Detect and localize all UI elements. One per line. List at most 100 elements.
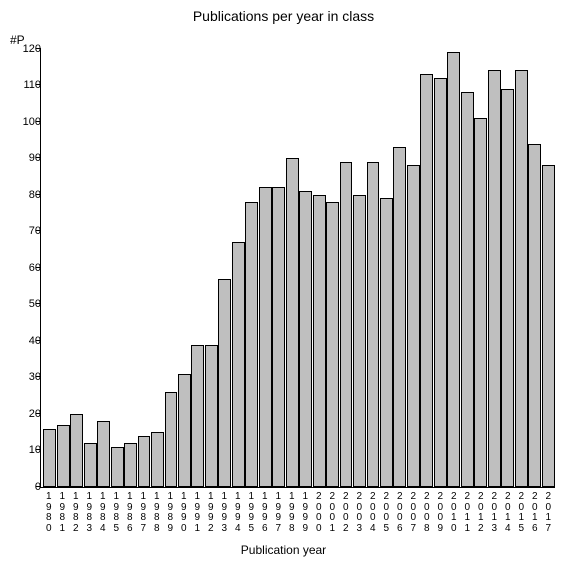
bar: [165, 392, 178, 487]
x-tick-label: 2005: [380, 492, 394, 534]
y-tick-mark: [36, 194, 41, 195]
bar: [124, 443, 137, 487]
bar: [232, 242, 245, 487]
x-tick-label: 1999: [299, 492, 313, 534]
bar: [326, 202, 339, 487]
y-tick-mark: [36, 157, 41, 158]
y-tick-label: 60: [11, 262, 41, 274]
y-tick-label: 90: [11, 152, 41, 164]
x-tick-label: 2010: [447, 492, 461, 534]
bars-group: [41, 48, 555, 487]
x-tick-label: 1984: [96, 492, 110, 534]
bar: [245, 202, 258, 487]
x-tick-label: 1987: [137, 492, 151, 534]
y-tick-label: 50: [11, 298, 41, 310]
y-tick-label: 10: [11, 444, 41, 456]
bar: [259, 187, 272, 487]
y-tick-mark: [36, 48, 41, 49]
bar: [367, 162, 380, 487]
x-tick-label: 2014: [501, 492, 515, 534]
x-tick-label: 2015: [515, 492, 529, 534]
bar: [353, 195, 366, 487]
chart-title: Publications per year in class: [0, 8, 567, 24]
x-tick-label: 1983: [83, 492, 97, 534]
bar: [178, 374, 191, 487]
x-tick-label: 2006: [393, 492, 407, 534]
bar: [43, 429, 56, 487]
y-tick-label: 70: [11, 225, 41, 237]
chart-container: Publications per year in class #P 010203…: [0, 0, 567, 567]
bar: [299, 191, 312, 487]
bar: [286, 158, 299, 487]
x-tick-label: 2002: [339, 492, 353, 534]
y-tick-mark: [36, 449, 41, 450]
bar: [340, 162, 353, 487]
x-tick-label: 2011: [461, 492, 475, 534]
x-tick-label: 1996: [258, 492, 272, 534]
x-tick-label: 1980: [42, 492, 56, 534]
bar: [461, 92, 474, 487]
y-tick-mark: [36, 340, 41, 341]
bar: [151, 432, 164, 487]
x-tick-label: 1991: [191, 492, 205, 534]
bar: [488, 70, 501, 487]
x-tick-label: 1997: [272, 492, 286, 534]
x-tick-label: 2001: [326, 492, 340, 534]
bar: [205, 345, 218, 488]
bar: [501, 89, 514, 487]
plot-area: 0102030405060708090100110120: [40, 48, 555, 488]
bar: [407, 165, 420, 487]
bar: [380, 198, 393, 487]
y-tick-label: 110: [11, 79, 41, 91]
y-tick-label: 0: [11, 481, 41, 493]
y-tick-label: 20: [11, 408, 41, 420]
x-tick-label: 2009: [434, 492, 448, 534]
x-tick-label: 2008: [420, 492, 434, 534]
y-tick-label: 40: [11, 335, 41, 347]
y-tick-mark: [36, 230, 41, 231]
y-tick-mark: [36, 84, 41, 85]
x-tick-label: 1989: [164, 492, 178, 534]
y-tick-label: 80: [11, 189, 41, 201]
bar: [138, 436, 151, 487]
bar: [447, 52, 460, 487]
y-tick-label: 120: [11, 43, 41, 55]
x-tick-label: 1988: [150, 492, 164, 534]
x-tick-label: 2012: [474, 492, 488, 534]
x-tick-label: 2004: [366, 492, 380, 534]
bar: [97, 421, 110, 487]
x-tick-label: 1986: [123, 492, 137, 534]
x-tick-label: 1998: [285, 492, 299, 534]
x-tick-label: 1982: [69, 492, 83, 534]
x-tick-label: 1995: [245, 492, 259, 534]
y-tick-mark: [36, 303, 41, 304]
x-tick-label: 1990: [177, 492, 191, 534]
bar: [272, 187, 285, 487]
x-tick-label: 2013: [488, 492, 502, 534]
bar: [191, 345, 204, 488]
y-tick-mark: [36, 376, 41, 377]
x-tick-label: 2000: [312, 492, 326, 534]
bar: [70, 414, 83, 487]
y-tick-mark: [36, 267, 41, 268]
bar: [434, 78, 447, 487]
bar: [420, 74, 433, 487]
bar: [528, 144, 541, 487]
bar: [84, 443, 97, 487]
y-tick-label: 30: [11, 371, 41, 383]
bar: [515, 70, 528, 487]
y-tick-label: 100: [11, 116, 41, 128]
bar: [218, 279, 231, 487]
x-tick-label: 2007: [407, 492, 421, 534]
x-tick-label: 1994: [231, 492, 245, 534]
x-tick-label: 2003: [353, 492, 367, 534]
y-tick-mark: [36, 121, 41, 122]
x-tick-label: 1993: [218, 492, 232, 534]
x-tick-label: 1981: [56, 492, 70, 534]
x-tick-label: 2016: [528, 492, 542, 534]
bar: [542, 165, 555, 487]
x-ticks-group: 1980198119821983198419851986198719881989…: [40, 492, 555, 534]
x-tick-label: 2017: [542, 492, 556, 534]
y-tick-mark: [36, 413, 41, 414]
x-tick-label: 1992: [204, 492, 218, 534]
